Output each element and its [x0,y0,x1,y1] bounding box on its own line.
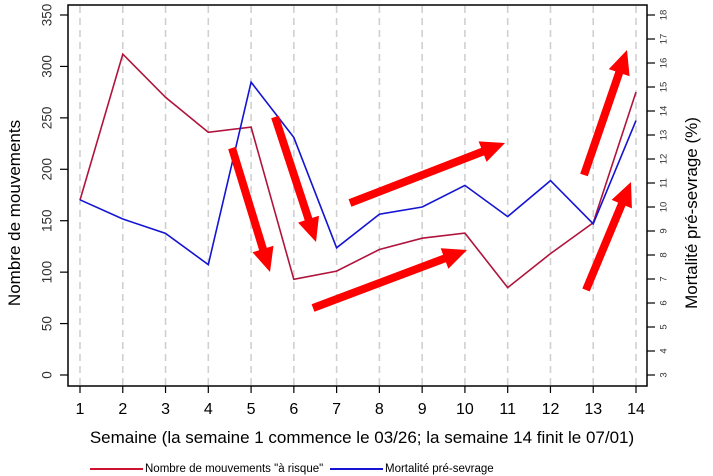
x-tick-label: 13 [584,401,602,418]
y2-tick-label: 8 [659,252,670,257]
x-tick-label: 14 [627,401,645,418]
x-tick-label: 6 [289,401,298,418]
x-tick-label: 1 [76,401,85,418]
x-tick-label: 5 [247,401,256,418]
x-axis-label: Semaine (la semaine 1 commence le 03/26;… [90,428,634,447]
y-tick-label: 50 [40,316,55,331]
y2-tick-label: 7 [659,276,670,281]
legend: Nombre de mouvements "à risque" Mortalit… [90,463,494,475]
y-tick-label: 250 [40,107,55,130]
red-arrow-icon [228,146,274,272]
y-tick-label: 150 [40,209,55,232]
x-tick-label: 3 [161,401,170,418]
red-arrow-icon [580,50,630,177]
y2-tick-label: 13 [659,130,670,141]
x-tick-label: 7 [332,401,341,418]
legend-label-red: Nombre de mouvements "à risque" [145,463,323,475]
y2-tick-label: 9 [659,228,670,233]
vertical-gridlines [79,6,637,385]
y2-tick-label: 5 [659,324,670,329]
y2-tick-label: 10 [659,202,670,213]
x-tick-label: 2 [118,401,127,418]
y2-tick-label: 15 [659,82,670,93]
y2-tick-label: 6 [659,300,670,305]
y2-tick-label: 18 [659,10,670,21]
y2-tick-label: 11 [659,178,670,188]
y2-tick-label: 4 [659,348,670,353]
annotation-arrows [228,50,632,312]
plot-frame [67,4,648,387]
y2-tick-label: 17 [659,34,670,45]
y2-tick-label: 3 [659,372,670,377]
red-arrow-icon [271,115,319,242]
right-y-axis: 3 4 5 6 7 8 9 10 11 12 13 14 15 16 17 18 [647,10,670,378]
x-tick-label: 4 [204,401,213,418]
y-tick-label: 0 [40,371,55,379]
y-tick-label: 350 [40,4,55,27]
x-axis: 1 2 3 4 5 6 7 8 9 10 11 12 13 14 [76,386,645,418]
x-tick-label: 10 [456,401,474,418]
y2-tick-label: 12 [659,154,670,165]
y-tick-label: 200 [40,158,55,181]
x-tick-label: 12 [542,401,560,418]
y-tick-label: 100 [40,261,55,284]
y-tick-label: 300 [40,55,55,78]
red-arrow-icon [348,141,505,207]
data-series [79,52,637,289]
x-tick-label: 9 [418,401,427,418]
left-y-axis: 0 50 100 150 200 250 300 350 [40,4,68,379]
x-tick-label: 11 [499,401,516,418]
series-mouvements-line [79,52,637,289]
series-mortalite-line [79,80,637,266]
red-arrow-icon [582,182,632,292]
red-arrow-icon [311,248,467,312]
x-tick-label: 8 [375,401,384,418]
y2-tick-label: 14 [659,106,670,117]
y-axis-label: Nombre de mouvements [5,120,24,306]
y2-tick-label: 16 [659,58,670,69]
y2-axis-label: Mortalité pré-sevrage (%) [682,117,701,309]
legend-label-blue: Mortalité pré-sevrage [385,463,494,475]
